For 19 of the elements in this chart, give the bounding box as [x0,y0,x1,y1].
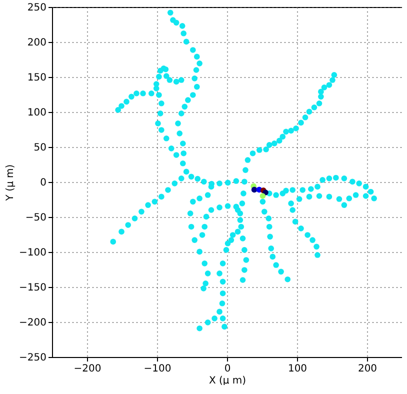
x-tick-label: 100 [288,364,308,374]
y-tick-label: −50 [25,212,46,224]
y-tick-label: 250 [27,2,46,14]
point [251,186,258,193]
x-tick-label: 200 [358,364,378,374]
y-axis-title: Y (μ m) [5,164,16,202]
y-tick-label: 200 [27,38,46,48]
x-tick-label: −200 [74,364,102,374]
y-tick-label: 50 [34,142,46,154]
y-tick-label: −250 [19,352,46,364]
x-tick-label: −100 [144,364,172,374]
y-tick-label: −100 [19,248,46,258]
y-tick-label: 150 [27,72,46,84]
y-tick-label: 100 [27,108,46,118]
point [260,193,266,199]
x-tick-label: 0 [224,364,231,374]
y-tick-label: −150 [19,282,46,294]
y-tick-label: −200 [19,318,46,328]
y-tick-label: 0 [40,178,46,188]
